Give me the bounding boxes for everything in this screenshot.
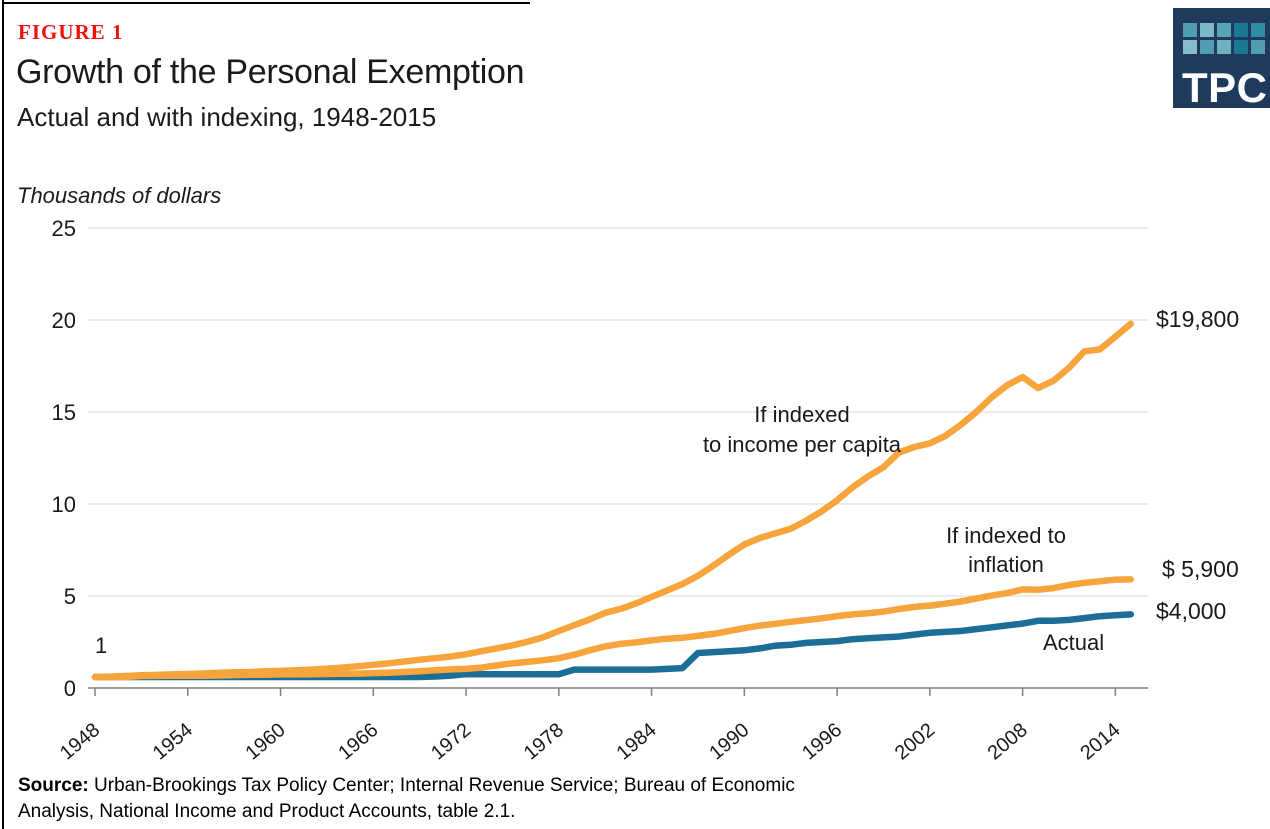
y-tick-label: 5 [64,584,76,609]
x-tick-label: 1966 [334,719,382,764]
logo-square [1200,40,1214,54]
x-tick-label: 1972 [427,719,475,764]
logo-square [1200,23,1214,37]
x-tick-label: 2014 [1076,719,1124,764]
chart-svg: 1948 1954 1960 1966 1972 1978 1984 1990 1996 2002… [52,216,1148,764]
annotation-actual: Actual [1043,630,1105,655]
x-tick-label: 2002 [891,719,939,764]
page-edge-top [2,2,530,4]
x-tick-label: 1984 [613,719,661,764]
source-label: Source: [18,775,89,796]
logo-square [1251,40,1265,54]
chart-subtitle: Actual and with indexing, 1948-2015 [17,102,437,132]
y-tick-label: 25 [52,216,76,241]
x-tick-label: 1948 [56,719,104,764]
x-tick-label: 1996 [798,719,846,764]
annotation-inflation-line1: If indexed to [946,523,1066,548]
y-tick-label: 10 [52,492,76,517]
tpc-logo-mosaic-icon [1183,23,1265,54]
annotation-inflation: If indexed to inflation [900,521,1112,579]
annotation-income-line1: If indexed [754,402,850,427]
x-tick-label: 1990 [705,719,753,764]
x-tick-label: 1960 [242,719,290,764]
page-edge-left [2,0,4,829]
y-tick-label: 15 [52,400,76,425]
end-label-income: $19,800 [1156,306,1240,332]
logo-square [1251,23,1265,37]
logo-square [1183,40,1197,54]
tpc-logo-text: TPC [1182,64,1268,111]
logo-square [1217,23,1231,37]
annotation-income-line2: to income per capita [702,432,902,457]
x-tick-label: 1954 [149,719,197,764]
series-line-income-per-capita [91,320,1135,681]
end-label-inflation: $ 5,900 [1162,556,1239,582]
end-label-actual: $4,000 [1156,598,1227,624]
figure-label: FIGURE 1 [18,20,124,44]
logo-square [1234,23,1248,37]
y-tick-label: 20 [52,308,76,333]
x-tick-label: 1978 [520,719,568,764]
source-note: Source: Urban-Brookings Tax Policy Cente… [18,773,898,825]
tpc-logo: TPC [1173,8,1270,111]
x-tick-label: 2008 [984,719,1032,764]
source-text-line1: Urban-Brookings Tax Policy Center; Inter… [88,775,795,796]
annotation-inflation-line2: inflation [968,552,1044,577]
y-tick-label: 0 [64,676,76,701]
logo-square [1217,40,1231,54]
annotation-income-per-capita: If indexed to income per capita [688,400,916,460]
logo-square [1234,40,1248,54]
chart-title: Growth of the Personal Exemption [16,53,525,91]
source-text-line2: Analysis, National Income and Product Ac… [18,801,516,822]
logo-square [1183,23,1197,37]
series-line-inflation [91,576,1135,681]
start-value-label: 1 [95,633,108,658]
y-axis-title: Thousands of dollars [17,183,222,208]
